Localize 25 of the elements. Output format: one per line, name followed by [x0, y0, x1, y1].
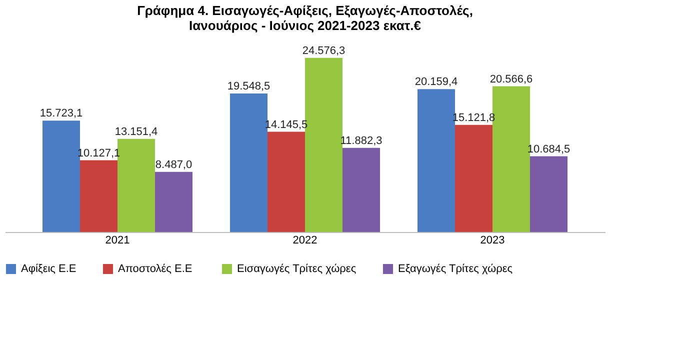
bar	[230, 94, 268, 232]
bar	[455, 124, 492, 232]
data-label: 15.723,1	[40, 108, 83, 120]
data-label: 20.159,4	[414, 76, 458, 88]
legend-label: Εξαγωγές Τρίτες χώρες	[398, 263, 513, 275]
x-tick-label: 2021	[105, 234, 130, 246]
x-tick-label: 2023	[480, 234, 505, 246]
bar	[418, 89, 455, 232]
bar	[42, 120, 80, 232]
data-label: 13.151,4	[114, 126, 158, 138]
text: Ιανουάριος - Ιούνιος 2021-2023 εκατ.€	[189, 18, 421, 33]
bar	[155, 172, 192, 232]
x-tick-label: 2022	[292, 234, 318, 246]
data-label: 8.487,0	[155, 158, 192, 171]
bar	[268, 132, 305, 232]
legend-label: Αφίξεις Ε.Ε	[21, 263, 76, 275]
legend-label: Αποστολές Ε.Ε	[118, 263, 192, 275]
data-label: 20.566,6	[490, 73, 533, 86]
data-label: 24.576,3	[302, 44, 346, 57]
bar	[342, 148, 380, 232]
text: Γράφημα 4. Εισαγωγές-Αφίξεις, Εξαγωγές-Αποστολές,	[137, 3, 473, 18]
legend-label: Εισαγωγές Τρίτες χώρες	[237, 263, 356, 275]
bar	[80, 160, 118, 232]
bar	[530, 156, 568, 232]
data-label: 19.548,5	[227, 80, 270, 93]
